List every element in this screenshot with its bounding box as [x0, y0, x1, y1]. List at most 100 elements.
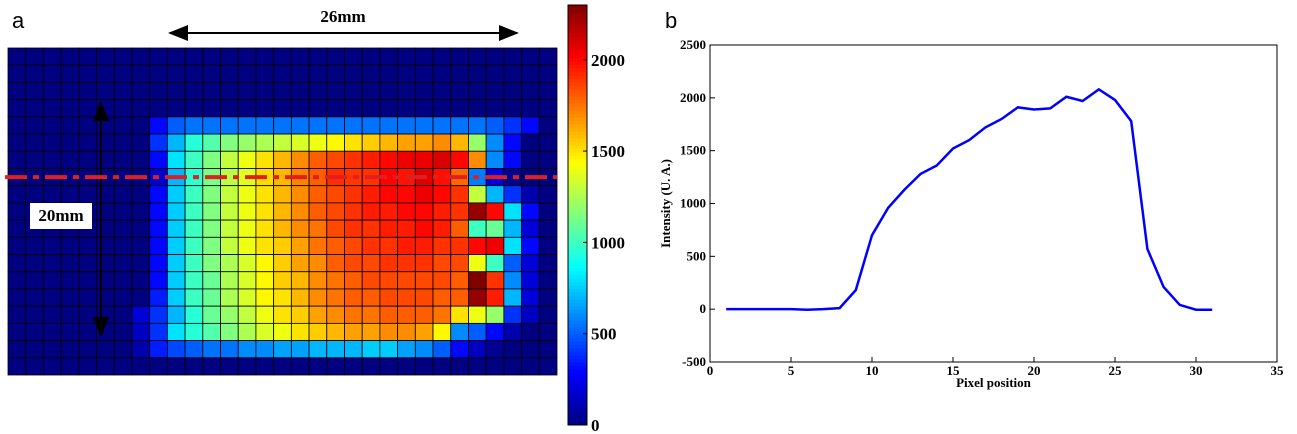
heat-cell [78, 340, 97, 359]
heat-cell [450, 185, 469, 204]
heat-cell [538, 82, 558, 101]
heat-cell [503, 288, 522, 307]
heat-cell [78, 271, 97, 290]
heat-cell [414, 202, 434, 221]
heat-cell [184, 254, 204, 273]
heat-cell [290, 116, 310, 135]
colorbar-step [568, 274, 587, 279]
heat-cell [96, 305, 115, 324]
colorbar-step [568, 134, 587, 139]
colorbar-step [568, 348, 587, 352]
heat-cell [184, 116, 204, 135]
heat-cell [43, 150, 62, 169]
heat-cell [450, 322, 469, 341]
heat-cell [414, 254, 434, 273]
heat-cell [361, 185, 381, 204]
heat-cell [184, 82, 204, 101]
heat-cell [485, 219, 505, 238]
heat-cell [503, 99, 522, 118]
heat-cell [450, 305, 469, 324]
heat-cell [308, 271, 328, 290]
heat-cell [308, 340, 328, 359]
heat-cell [397, 357, 416, 376]
colorbar-step [568, 47, 587, 51]
heat-cell [344, 185, 363, 204]
colorbar-step [568, 197, 587, 202]
heat-cell [113, 185, 133, 204]
colorbar-step [568, 180, 587, 184]
colorbar-tick-label: 2000 [591, 51, 625, 70]
heat-cell [290, 64, 310, 83]
heat-cell [468, 340, 487, 359]
heat-cell [113, 150, 133, 169]
heat-cell [166, 64, 186, 83]
heat-cell [184, 202, 204, 221]
heat-cell [78, 254, 97, 273]
heat-cell [521, 47, 540, 66]
heat-cell [485, 357, 505, 376]
heat-cell [468, 305, 487, 324]
heat-cell [220, 305, 239, 324]
heat-cell [273, 82, 292, 101]
colorbar: 0 500 1000 1500 2000 [567, 4, 625, 434]
heat-cell [7, 150, 27, 169]
heat-cell [468, 185, 487, 204]
colorbar-step [568, 43, 587, 48]
colorbar-step [568, 26, 587, 30]
heat-cell [149, 236, 168, 255]
heat-cell [255, 116, 275, 135]
colorbar-step [568, 316, 587, 321]
heat-cell [344, 357, 363, 376]
heat-cell [60, 150, 80, 169]
heat-cell [273, 357, 292, 376]
heat-cell [326, 82, 345, 101]
heat-cell [43, 47, 62, 66]
heat-cell [397, 47, 416, 66]
heat-cell [326, 219, 345, 238]
colorbar-step [568, 246, 587, 251]
colorbar-step [568, 271, 587, 275]
colorbar-step [568, 285, 587, 289]
colorbar-step [568, 267, 587, 272]
heat-cell [344, 82, 363, 101]
heat-cell [202, 99, 221, 118]
heat-cell [485, 133, 505, 152]
heat-cell [166, 288, 186, 307]
heat-cell [503, 219, 522, 238]
colorbar-tick-label: 1000 [591, 233, 625, 252]
heat-cell [78, 185, 97, 204]
heat-cell [237, 82, 257, 101]
heat-cell [184, 271, 204, 290]
heat-cell [326, 357, 345, 376]
heat-cell [468, 236, 487, 255]
heat-cell [96, 219, 115, 238]
heat-cell [521, 202, 540, 221]
heat-cell [25, 254, 44, 273]
heat-cell [468, 271, 487, 290]
heat-cell [220, 219, 239, 238]
heat-cell [149, 219, 168, 238]
colorbar-step [568, 351, 587, 356]
heat-cell [326, 133, 345, 152]
colorbar-step [568, 169, 587, 174]
heat-cell [202, 185, 221, 204]
heatmap [7, 47, 558, 376]
colorbar-step [568, 92, 587, 97]
colorbar-step [568, 124, 587, 128]
heat-cell [131, 133, 151, 152]
heat-cell [25, 47, 44, 66]
heat-cell [96, 340, 115, 359]
heat-cell [397, 305, 416, 324]
colorbar-step [568, 127, 587, 132]
heat-cell [202, 202, 221, 221]
heat-cell [379, 64, 399, 83]
heat-cell [521, 288, 540, 307]
heat-cell [149, 288, 168, 307]
heat-cell [184, 305, 204, 324]
heat-cell [379, 47, 399, 66]
colorbar-step [568, 159, 587, 163]
heat-cell [521, 322, 540, 341]
heat-cell [379, 99, 399, 118]
heat-cell [25, 322, 44, 341]
colorbar-step [568, 400, 587, 405]
